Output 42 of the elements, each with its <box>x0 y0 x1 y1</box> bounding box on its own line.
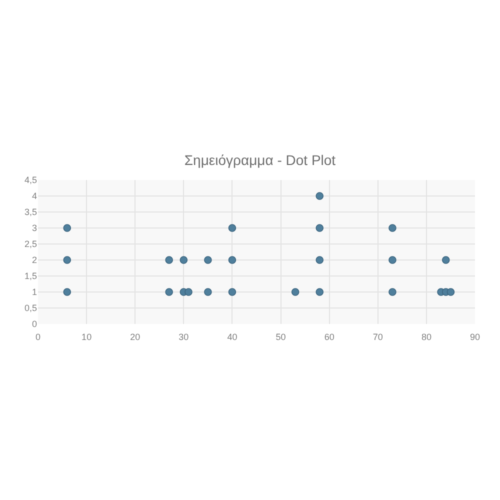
y-tick-label: 3 <box>32 223 37 234</box>
y-tick-label: 0,5 <box>24 303 37 314</box>
point <box>228 224 236 232</box>
point <box>204 288 212 296</box>
point <box>165 288 173 296</box>
y-tick-label: 4 <box>32 191 37 202</box>
point <box>228 256 236 264</box>
point <box>316 256 324 264</box>
point <box>388 256 396 264</box>
point <box>316 288 324 296</box>
y-tick-label: 0 <box>32 319 37 330</box>
point <box>204 256 212 264</box>
y-tick-label: 2 <box>32 255 37 266</box>
point <box>446 288 455 296</box>
point <box>165 256 173 264</box>
chart-title: Σημειόγραμμα - Dot Plot <box>184 152 336 168</box>
point <box>388 288 396 296</box>
x-tick-label: 80 <box>421 332 432 342</box>
point <box>184 288 192 296</box>
point <box>291 288 300 296</box>
x-tick-label: 40 <box>227 332 238 342</box>
x-tick-label: 10 <box>82 332 92 342</box>
x-tick-label: 60 <box>324 332 334 342</box>
x-tick-label: 30 <box>178 332 189 342</box>
point <box>442 256 450 264</box>
point <box>63 256 72 264</box>
x-tick-label: 20 <box>130 332 140 342</box>
point <box>63 288 72 296</box>
x-tick-label: 70 <box>372 332 383 342</box>
y-tick-label: 4,5 <box>24 175 37 186</box>
point <box>228 288 236 296</box>
x-tick-label: 50 <box>276 332 286 342</box>
point <box>63 224 72 232</box>
y-tick-label: 1 <box>32 287 37 298</box>
point <box>316 224 324 232</box>
y-tick-label: 3,5 <box>24 207 37 218</box>
point <box>388 224 396 232</box>
y-tick-label: 2,5 <box>24 239 37 250</box>
point <box>180 256 188 264</box>
point <box>316 192 324 200</box>
x-tick-label: 90 <box>470 332 480 342</box>
y-tick-label: 1,5 <box>24 271 37 282</box>
